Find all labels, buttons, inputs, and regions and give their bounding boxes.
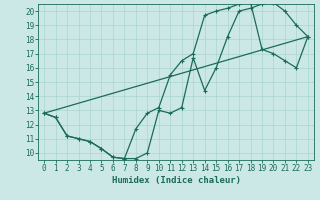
X-axis label: Humidex (Indice chaleur): Humidex (Indice chaleur) (111, 176, 241, 185)
